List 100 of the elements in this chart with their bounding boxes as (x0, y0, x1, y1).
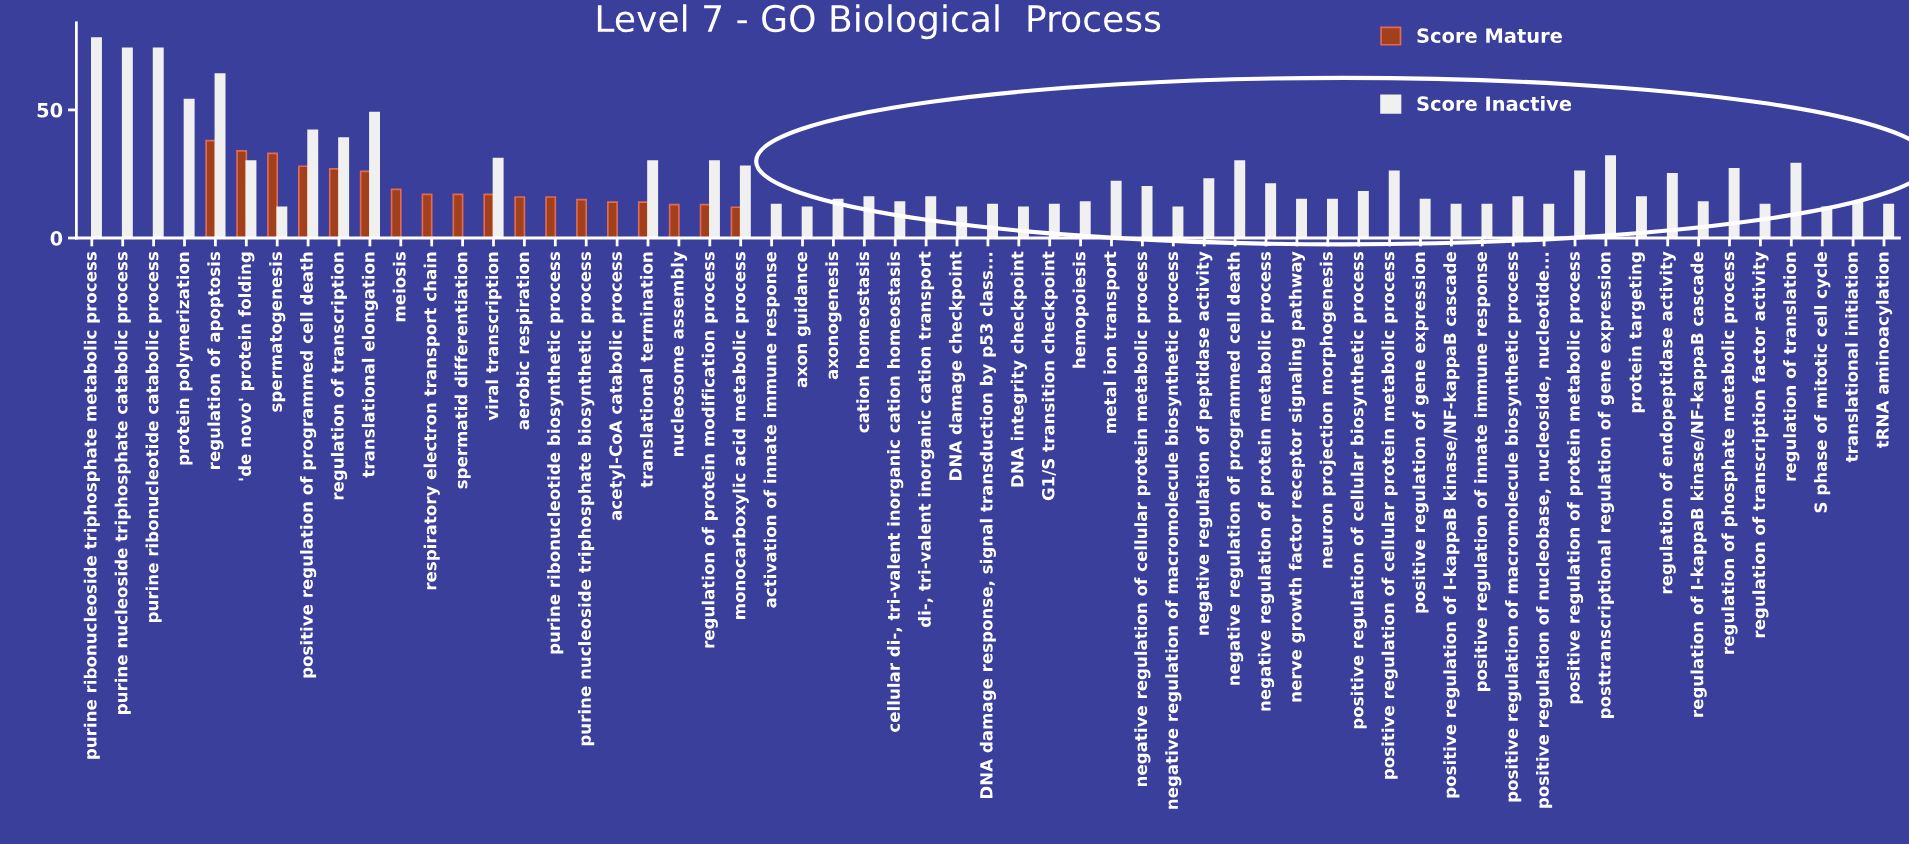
x-tick-label: positive regulation of macromolecule biosynthetic process (1505, 251, 1522, 802)
bar (1203, 178, 1215, 239)
bar (607, 201, 618, 239)
x-tick-label: negative regulation of cellular protein metabolic process (1134, 251, 1151, 787)
bar (390, 188, 402, 239)
x-tick-label: positive regulation of gene expression (1412, 252, 1429, 613)
bar (1265, 183, 1277, 239)
x-tick-label: purine nucleoside triphosphate biosynthetic process (578, 251, 595, 746)
bar (1388, 170, 1400, 239)
x-tick-label: negative regulation of programmed cell death (1226, 252, 1244, 685)
x-tick-label: aerobic respiration (516, 252, 533, 430)
x-tick-label: regulation of I-kappaB kinase/NF-kappaB cascade (1690, 252, 1707, 717)
x-tick-label: translational termination (639, 252, 653, 488)
x-tick-label: purine ribonucleoside triphosphate metabolic process (83, 251, 100, 759)
x-tick-label: cation homeostasis (856, 251, 870, 433)
bar (245, 160, 257, 239)
x-tick-label: regulation of protein modification process (701, 251, 718, 648)
x-tick-label: protein polymerization (176, 252, 193, 465)
bar (1790, 162, 1802, 239)
x-tick-label: regulation of endopeptidase activity (1659, 251, 1676, 594)
bar (214, 73, 226, 239)
bar (1419, 198, 1431, 239)
y-tick-label: 50 (37, 102, 63, 118)
x-tick-label: purine ribonucleotide biosynthetic process (547, 251, 564, 654)
bar (1481, 203, 1493, 239)
bar (1357, 191, 1369, 239)
x-tick-label: positive regulation of cellular protein metabolic process (1381, 251, 1398, 779)
x-tick-label: tRNA aminoacylation (1875, 252, 1893, 449)
bar (1574, 170, 1586, 239)
x-tick-label: spermatid differentiation (454, 252, 471, 489)
bar (492, 157, 504, 239)
bar (1141, 185, 1153, 239)
x-tick-label: axon guidance (794, 252, 811, 388)
bar (708, 160, 720, 239)
bar (1666, 173, 1678, 239)
x-tick-label: positive regulation of programmed cell death (299, 252, 317, 678)
bar (739, 165, 751, 239)
x-tick-label: purine ribonucleotide catabolic process (145, 251, 162, 623)
bar (1728, 167, 1740, 239)
bar (770, 203, 782, 239)
x-tick-label: S phase of mitotic cell cycle (1814, 252, 1831, 513)
bar (369, 111, 381, 239)
bar (267, 152, 279, 239)
bar (1450, 203, 1462, 239)
x-tick-label: positive regulation of I-kappaB kinase/NF-kappaB cascade (1443, 252, 1460, 798)
bar (1852, 201, 1864, 239)
bar (338, 137, 350, 239)
x-tick-label: protein targeting (1628, 252, 1645, 413)
x-tick-label: regulation of phosphate metabolic process (1721, 251, 1738, 654)
x-tick-label: positive regulation of cellular biosynthetic process (1350, 251, 1367, 729)
x-tick-label: DNA integrity checkpoint (1010, 251, 1027, 487)
bar (1326, 198, 1338, 239)
x-tick-label: posttranscriptional regulation of gene expression (1597, 252, 1615, 718)
x-tick-label: hemopoiesis (1072, 251, 1089, 368)
x-tick-label: regulation of apoptosis (207, 251, 224, 469)
x-tick-label: regulation of transcription factor activity (1752, 251, 1769, 638)
bar (307, 129, 319, 239)
bar (801, 206, 813, 239)
x-tick-label: purine nucleoside triphosphate catabolic process (114, 251, 131, 714)
bar (121, 47, 133, 239)
x-tick-label: di-, tri-valent inorganic cation transport (917, 251, 935, 628)
x-tick-label: monocarboxylic acid metabolic process (732, 252, 749, 619)
y-tick-label: 0 (50, 230, 63, 246)
x-tick-label: positive regulation of innate immune response (1474, 252, 1491, 691)
bar (421, 193, 433, 239)
x-tick-label: regulation of translation (1783, 252, 1800, 481)
chart-title: Level 7 - GO Biological Process (597, 4, 1161, 40)
x-tick-label: nucleosome assembly (670, 251, 688, 456)
x-tick-label: nerve growth factor receptor signaling pathway (1288, 251, 1306, 702)
bar (1172, 206, 1184, 239)
x-tick-label: DNA damage response, signal transduction by p53 class... (979, 252, 997, 799)
x-tick-label: viral transcription (485, 252, 502, 421)
x-tick-label: neuron projection morphogenesis (1319, 251, 1336, 568)
x-tick-label: positive regulation of nucleobase, nucleoside, nucleotide... (1535, 252, 1553, 808)
bar (647, 160, 659, 239)
x-tick-label: respiratory electron transport chain (423, 252, 440, 590)
x-tick-label: negative regulation of peptidase activity (1196, 251, 1213, 635)
bar (276, 206, 288, 239)
x-tick-label: spermatogenesis (269, 251, 286, 412)
x-tick-label: activation of innate immune response (763, 252, 780, 608)
legend-label: Score Mature (1417, 28, 1562, 44)
bar (205, 139, 217, 239)
x-tick-label: axonogenesis (825, 251, 842, 380)
x-tick-label: regulation of transcription (330, 252, 348, 500)
bar (545, 196, 557, 239)
bar (1234, 160, 1246, 239)
x-tick-label: cellular di-, tri-valent inorganic cation homeostasis (887, 251, 904, 732)
x-tick-label: 'de novo' protein folding (238, 252, 255, 481)
bar (152, 47, 164, 239)
bar (1883, 203, 1895, 239)
bar (1543, 203, 1555, 239)
x-tick-label: metal ion transport (1103, 251, 1120, 433)
bar (183, 98, 195, 239)
x-tick-label: positive regulation of protein metabolic process (1566, 251, 1584, 704)
x-tick-label: meiosis (392, 251, 406, 322)
bar (576, 198, 588, 239)
x-tick-label: translational elongation (361, 252, 379, 478)
x-tick-label: acetyl-CoA catabolic process (608, 252, 626, 521)
legend-label: Score Inactive (1417, 95, 1572, 112)
x-tick-label: negative regulation of protein metabolic process (1257, 251, 1275, 711)
